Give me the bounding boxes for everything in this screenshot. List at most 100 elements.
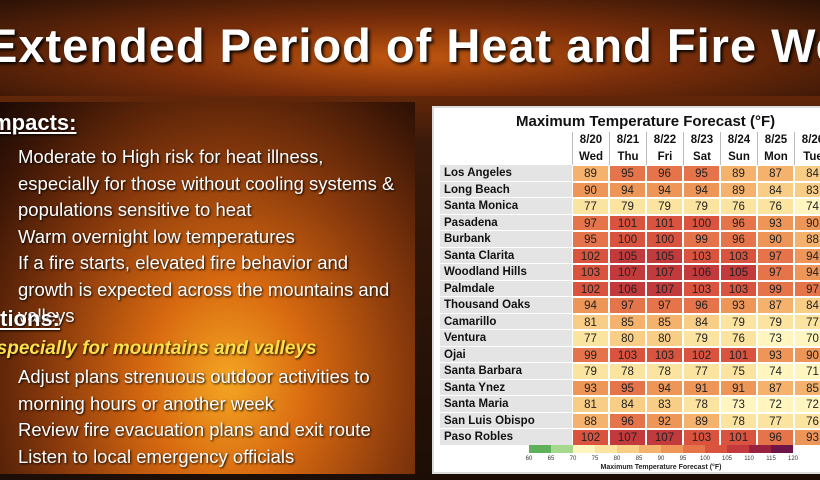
temperature-cell: 96 bbox=[646, 165, 683, 182]
temperature-cell: 105 bbox=[609, 247, 646, 264]
station-name: Santa Clarita bbox=[440, 247, 572, 264]
colorbar-segment bbox=[727, 445, 749, 453]
temperature-cell: 103 bbox=[720, 280, 757, 297]
temperature-cell: 94 bbox=[646, 379, 683, 396]
temperature-cell: 97 bbox=[794, 280, 820, 297]
temperature-cell: 78 bbox=[609, 363, 646, 380]
bullet-item: Listen to local emergency officials bbox=[18, 445, 295, 467]
header-blank bbox=[440, 132, 572, 149]
temperature-cell: 96 bbox=[720, 214, 757, 231]
colorbar-segment bbox=[639, 445, 661, 453]
temperature-cell: 103 bbox=[683, 280, 720, 297]
temperature-cell: 77 bbox=[572, 198, 609, 215]
temperature-cell: 84 bbox=[794, 165, 820, 182]
station-name: Santa Monica bbox=[440, 198, 572, 215]
temperature-cell: 94 bbox=[572, 297, 609, 314]
temperature-cell: 89 bbox=[720, 181, 757, 198]
temperature-cell: 101 bbox=[720, 429, 757, 446]
temperature-cell: 84 bbox=[683, 313, 720, 330]
colorbar-tick: 110 bbox=[744, 456, 754, 462]
temperature-cell: 79 bbox=[720, 313, 757, 330]
temperature-cell: 96 bbox=[757, 429, 794, 446]
temperature-cell: 78 bbox=[683, 396, 720, 413]
temperature-cell: 96 bbox=[683, 297, 720, 314]
temperature-cell: 74 bbox=[757, 363, 794, 380]
temperature-cell: 78 bbox=[646, 363, 683, 380]
colorbar-segment bbox=[771, 445, 793, 453]
temperature-cell: 93 bbox=[794, 429, 820, 446]
table-panel: Maximum Temperature Forecast (°F) 8/20 8/… bbox=[432, 106, 820, 474]
colorbar-segment bbox=[661, 445, 683, 453]
temperature-cell: 93 bbox=[720, 297, 757, 314]
temperature-cell: 89 bbox=[720, 165, 757, 182]
temperature-cell: 89 bbox=[572, 165, 609, 182]
temperature-cell: 80 bbox=[609, 330, 646, 347]
station-name: Paso Robles bbox=[440, 429, 572, 446]
temperature-cell: 88 bbox=[572, 412, 609, 429]
temperature-cell: 97 bbox=[757, 264, 794, 281]
station-name: Santa Barbara bbox=[440, 363, 572, 380]
temperature-cell: 79 bbox=[609, 198, 646, 215]
colorbar-tick: 100 bbox=[699, 456, 711, 462]
temperature-cell: 81 bbox=[572, 396, 609, 413]
forecast-table: 8/208/218/228/238/248/258/26 WedThuFriSat… bbox=[440, 132, 820, 446]
temperature-cell: 81 bbox=[572, 313, 609, 330]
colorbar-tick: 95 bbox=[679, 456, 687, 462]
colorbar-tick: 90 bbox=[657, 456, 665, 462]
station-name: Long Beach bbox=[440, 181, 572, 198]
bullet-item: Moderate to High risk for heat illness, … bbox=[18, 146, 395, 220]
colorbar-segment bbox=[551, 445, 573, 453]
day-header: Fri bbox=[646, 148, 683, 165]
temperature-cell: 107 bbox=[609, 264, 646, 281]
temperature-cell: 77 bbox=[683, 363, 720, 380]
temperature-cell: 85 bbox=[609, 313, 646, 330]
colorbar-tick: 65 bbox=[547, 456, 555, 462]
temperature-cell: 83 bbox=[646, 396, 683, 413]
day-header: Sat bbox=[683, 148, 720, 165]
temperature-cell: 73 bbox=[720, 396, 757, 413]
temperature-cell: 101 bbox=[720, 346, 757, 363]
temperature-cell: 107 bbox=[609, 429, 646, 446]
bullet-item: Adjust plans strenuous outdoor activitie… bbox=[18, 366, 370, 414]
temperature-cell: 89 bbox=[683, 412, 720, 429]
colorbar-segment bbox=[705, 445, 727, 453]
station-name: Santa Ynez bbox=[440, 379, 572, 396]
temperature-cell: 96 bbox=[609, 412, 646, 429]
impacts-heading: Impacts: bbox=[0, 110, 77, 135]
temperature-cell: 94 bbox=[646, 181, 683, 198]
temperature-cell: 107 bbox=[646, 429, 683, 446]
temperature-cell: 79 bbox=[683, 330, 720, 347]
day-header: Mon bbox=[757, 148, 794, 165]
temperature-cell: 84 bbox=[794, 297, 820, 314]
colorbar-tick: 80 bbox=[613, 456, 621, 462]
temperature-cell: 94 bbox=[794, 264, 820, 281]
colorbar-segment bbox=[529, 445, 551, 453]
temperature-cell: 83 bbox=[794, 181, 820, 198]
temperature-cell: 93 bbox=[757, 214, 794, 231]
temperature-cell: 72 bbox=[794, 396, 820, 413]
temperature-cell: 105 bbox=[646, 247, 683, 264]
temperature-cell: 77 bbox=[794, 313, 820, 330]
temperature-cell: 90 bbox=[794, 214, 820, 231]
actions-list: Adjust plans strenuous outdoor activitie… bbox=[18, 364, 408, 470]
day-header: Wed bbox=[572, 148, 609, 165]
header-blank bbox=[440, 149, 572, 166]
date-header: 8/25 bbox=[757, 132, 794, 149]
bullet-item: Warm overnight low temperatures bbox=[18, 225, 295, 247]
day-header: Thu bbox=[609, 148, 646, 165]
temperature-cell: 105 bbox=[720, 264, 757, 281]
day-header: Tue bbox=[794, 148, 820, 165]
date-header: 8/26 bbox=[794, 132, 820, 149]
temperature-cell: 103 bbox=[609, 346, 646, 363]
temperature-cell: 71 bbox=[794, 363, 820, 380]
temperature-cell: 94 bbox=[683, 181, 720, 198]
title-bar: Extended Period of Heat and Fire Weather bbox=[0, 0, 820, 96]
temperature-cell: 76 bbox=[720, 330, 757, 347]
temperature-cell: 99 bbox=[757, 280, 794, 297]
bullet-item: Review fire evacuation plans and exit ro… bbox=[18, 419, 371, 440]
colorbar-segment bbox=[749, 445, 771, 453]
temperature-cell: 85 bbox=[646, 313, 683, 330]
temperature-cell: 100 bbox=[646, 231, 683, 248]
date-header: 8/22 bbox=[646, 132, 683, 149]
